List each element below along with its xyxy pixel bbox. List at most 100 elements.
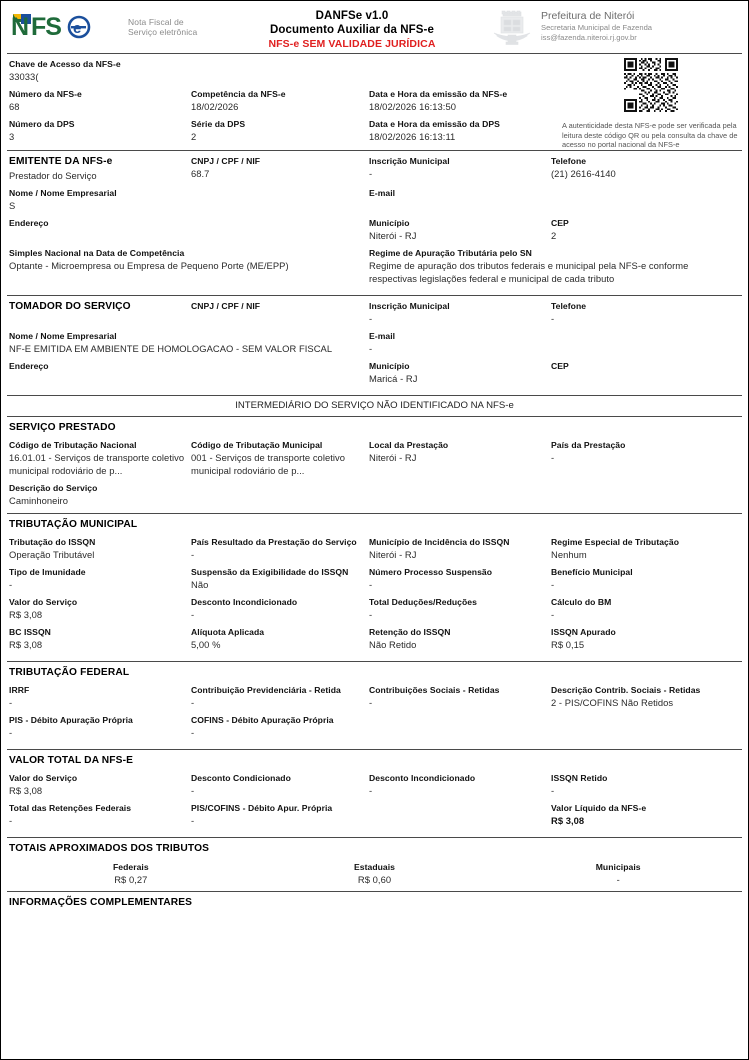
- local-prestacao-field: Local da Prestação Niterói - RJ: [369, 439, 551, 482]
- document-title-block: DANFSe v1.0 Documento Auxiliar da NFS-e …: [214, 8, 490, 51]
- tomador-city-field: Município Maricá - RJ: [369, 360, 551, 390]
- emitente-cnpj-field: CNPJ / CPF / NIF 68.7: [191, 155, 369, 187]
- nfse-number-value: 68: [9, 101, 20, 112]
- tomador-phone-value: -: [551, 313, 555, 324]
- tm-desconto-incond-value: -: [191, 609, 195, 620]
- tributacao-federal-title: TRIBUTAÇÃO FEDERAL: [9, 667, 130, 678]
- pais-resultado-label: País Resultado da Prestação do Serviço: [191, 537, 357, 547]
- pais-resultado-value: -: [191, 549, 195, 560]
- dps-series-field: Série da DPS 2: [191, 118, 369, 148]
- desconto-condicionado-label: Desconto Condicionado: [191, 773, 291, 783]
- codigo-nacional-label: Código de Tributação Nacional: [9, 440, 137, 450]
- trib-fed-row-1: IRRF - Contribuição Previdenciária - Ret…: [9, 684, 740, 714]
- simples-nacional-field: Simples Nacional na Data de Competência …: [9, 247, 369, 290]
- codigo-nacional-value: 16.01.01 - Serviços de transporte coleti…: [9, 452, 185, 476]
- emitente-cep-field: CEP 2: [551, 217, 740, 247]
- informacoes-divider: [7, 891, 742, 892]
- document-header: N FS e Nota Fiscal de Serviço eletrônica…: [1, 1, 748, 53]
- numero-processo-label: Número Processo Suspensão: [369, 567, 493, 577]
- city-email: iss@fazenda.niteroi.rj.gov.br: [541, 33, 637, 42]
- suspensao-field: Suspensão da Exigibilidade do ISSQN Não: [191, 566, 369, 596]
- codigo-nacional-field: Código de Tributação Nacional 16.01.01 -…: [9, 439, 191, 482]
- contrib-sociais-value: -: [369, 697, 373, 708]
- tomador-name-value: NF-E EMITIDA EM AMBIENTE DE HOMOLOGACAO …: [9, 343, 333, 354]
- codigo-municipal-field: Código de Tributação Municipal 001 - Ser…: [191, 439, 369, 482]
- tomador-phone-label: Telefone: [551, 301, 587, 311]
- emitente-row-2: Nome / Nome Empresarial S E-mail: [9, 187, 740, 217]
- dps-number-value: 3: [9, 131, 15, 142]
- tomador-title-field: TOMADOR DO SERVIÇO: [9, 300, 191, 330]
- totais-federais-value: R$ 0,27: [114, 874, 148, 885]
- tomador-cep-field: CEP: [551, 360, 740, 390]
- tm-desconto-incond-label: Desconto Incondicionado: [191, 597, 298, 607]
- tomador-im-field: Inscrição Municipal -: [369, 300, 551, 330]
- qr-code-icon: [562, 58, 740, 117]
- calculo-bm-label: Cálculo do BM: [551, 597, 612, 607]
- nfse-number-label: Número da NFS-e: [9, 89, 82, 99]
- tomador-address-value: [9, 372, 363, 385]
- issqn-retido-value: -: [551, 785, 555, 796]
- emitente-title: EMITENTE DA NFS-e: [9, 156, 113, 167]
- vt-desconto-incond-label: Desconto Incondicionado: [369, 773, 476, 783]
- tm-valor-servico-field: Valor do Serviço R$ 3,08: [9, 596, 191, 626]
- contrib-sociais-label: Contribuições Sociais - Retidas: [369, 685, 500, 695]
- emitente-divider: [7, 150, 742, 151]
- tomador-title: TOMADOR DO SERVIÇO: [9, 301, 131, 312]
- coat-of-arms-icon: [490, 9, 534, 54]
- vt-valor-servico-label: Valor do Serviço: [9, 773, 78, 783]
- simples-nacional-label: Simples Nacional na Data de Competência: [9, 248, 185, 258]
- aliquota-label: Alíquota Aplicada: [191, 627, 265, 637]
- numero-processo-value: -: [369, 579, 373, 590]
- nfse-emission-field: Data e Hora da emissão da NFS-e 18/02/20…: [369, 88, 551, 118]
- nfse-logo-block: N FS e Nota Fiscal de Serviço eletrônica: [9, 8, 214, 44]
- emitente-email-field: E-mail: [369, 187, 551, 217]
- regime-especial-field: Regime Especial de Tributação Nenhum: [551, 536, 740, 566]
- pais-prestacao-label: País da Prestação: [551, 440, 626, 450]
- nfse-logo-icon: N FS e: [9, 10, 124, 44]
- trib-fed-spacer-1: [369, 714, 551, 744]
- emitente-im-field: Inscrição Municipal -: [369, 155, 551, 187]
- tomador-city-value: Maricá - RJ: [369, 373, 418, 384]
- descricao-contrib-value: 2 - PIS/COFINS Não Retidos: [551, 697, 674, 708]
- contrib-sociais-field: Contribuições Sociais - Retidas -: [369, 684, 551, 714]
- tomador-address-label: Endereço: [9, 361, 49, 371]
- tipo-imunidade-value: -: [9, 579, 13, 590]
- emitente-email-label: E-mail: [369, 188, 396, 198]
- access-key-value: 33033(: [9, 71, 39, 82]
- tomador-name-field: Nome / Nome Empresarial NF-E EMITIDA EM …: [9, 330, 369, 360]
- tomador-row-2: Nome / Nome Empresarial NF-E EMITIDA EM …: [9, 330, 740, 360]
- tomador-phone-field: Telefone -: [551, 300, 740, 330]
- identification-row-2: Número da DPS 3 Série da DPS 2 Data e Ho…: [9, 118, 740, 148]
- qr-block: A autenticidade desta NFS-e pode ser ver…: [562, 58, 740, 150]
- regime-especial-label: Regime Especial de Tributação: [551, 537, 680, 547]
- valor-total-row-1: Valor do Serviço R$ 3,08 Desconto Condic…: [9, 772, 740, 802]
- beneficio-municipal-label: Benefício Municipal: [551, 567, 633, 577]
- emitente-spacer-1: [551, 187, 740, 217]
- cofins-debito-label: COFINS - Débito Apuração Própria: [191, 715, 334, 725]
- retencao-issqn-label: Retenção do ISSQN: [369, 627, 451, 637]
- valor-total-row-2: Total das Retenções Federais - PIS/COFIN…: [9, 802, 740, 832]
- emitente-im-label: Inscrição Municipal: [369, 156, 450, 166]
- irrf-label: IRRF: [9, 685, 30, 695]
- nfse-logo-tagline: Nota Fiscal de Serviço eletrônica: [128, 17, 197, 37]
- local-prestacao-value: Niterói - RJ: [369, 452, 417, 463]
- emitente-city-value: Niterói - RJ: [369, 230, 417, 241]
- identification-row-1: Número da NFS-e 68 Competência da NFS-e …: [9, 88, 740, 118]
- bc-issqn-field: BC ISSQN R$ 3,08: [9, 626, 191, 656]
- servico-row-1: Código de Tributação Nacional 16.01.01 -…: [9, 439, 740, 482]
- dps-series-value: 2: [191, 131, 197, 142]
- totais-estaduais-label: Estaduais: [353, 862, 396, 872]
- tm-valor-servico-label: Valor do Serviço: [9, 597, 78, 607]
- descricao-servico-label: Descrição do Serviço: [9, 483, 98, 493]
- tributacao-issqn-value: Operação Tributável: [9, 549, 95, 560]
- emitente-address-field: Endereço: [9, 217, 369, 247]
- emitente-row-3: Endereço Município Niterói - RJ CEP 2: [9, 217, 740, 247]
- emitente-row-4: Simples Nacional na Data de Competência …: [9, 247, 740, 290]
- tomador-row-1: TOMADOR DO SERVIÇO CNPJ / CPF / NIF Insc…: [9, 300, 740, 330]
- emitente-im-value: -: [369, 168, 373, 179]
- emitente-cep-label: CEP: [551, 218, 569, 228]
- competence-field: Competência da NFS-e 18/02/2026: [191, 88, 369, 118]
- desconto-condicionado-field: Desconto Condicionado -: [191, 772, 369, 802]
- emitente-cnpj-label: CNPJ / CPF / NIF: [191, 156, 261, 166]
